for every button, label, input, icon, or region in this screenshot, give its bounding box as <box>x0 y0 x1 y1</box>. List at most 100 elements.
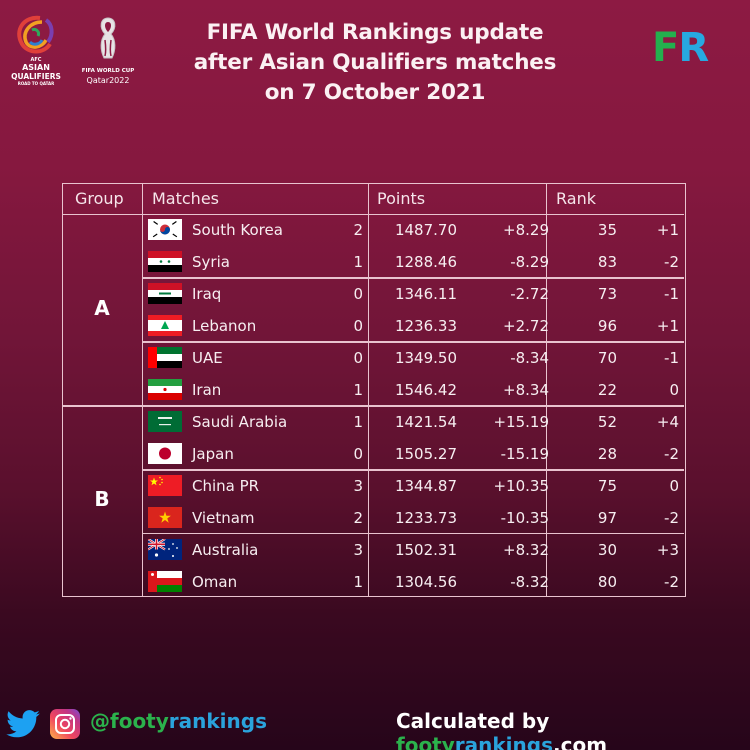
brand-letter-f: F <box>652 25 679 71</box>
column-divider <box>367 184 370 596</box>
flag-uae-icon <box>148 347 182 368</box>
rank-value: 80 <box>597 573 617 591</box>
points-change: -8.29 <box>510 253 549 271</box>
rank-value: 52 <box>597 413 617 431</box>
points-value: 1344.87 <box>394 477 457 495</box>
points-change: -15.19 <box>500 445 549 463</box>
afc-swirl-icon <box>17 15 54 54</box>
rank-change: 0 <box>669 477 679 495</box>
rank-change: 0 <box>669 381 679 399</box>
rank-value: 70 <box>597 349 617 367</box>
rank-value: 73 <box>597 285 617 303</box>
goals-scored: 3 <box>353 541 363 559</box>
rank-value: 22 <box>597 381 617 399</box>
table-row: Japan 0 1505.27 -15.19 28 -2 <box>63 438 687 470</box>
points-value: 1236.33 <box>394 317 457 335</box>
team-name: Lebanon <box>192 317 257 335</box>
goals-scored: 0 <box>353 285 363 303</box>
afc-logo-text: ROAD TO QATAR <box>17 81 55 86</box>
instagram-icon[interactable] <box>50 709 80 739</box>
title-line: FIFA World Rankings update <box>206 20 544 45</box>
goals-scored: 2 <box>353 221 363 239</box>
points-value: 1288.46 <box>394 253 457 271</box>
credit-prefix: Calculated by <box>396 709 550 733</box>
flag-iraq-icon <box>148 283 182 304</box>
points-change: -8.34 <box>510 349 549 367</box>
points-value: 1502.31 <box>394 541 457 559</box>
goals-scored: 1 <box>353 381 363 399</box>
rank-change: -2 <box>664 253 679 271</box>
rank-value: 75 <box>597 477 617 495</box>
title-line: on 7 October 2021 <box>264 80 486 105</box>
world-cup-emblem-icon <box>100 17 116 59</box>
points-change: +8.32 <box>503 541 549 559</box>
points-value: 1346.11 <box>394 285 457 303</box>
team-name: Syria <box>192 253 230 271</box>
points-change: -10.35 <box>500 509 549 527</box>
rank-value: 97 <box>597 509 617 527</box>
points-value: 1304.56 <box>394 573 457 591</box>
table-row: China PR 3 1344.87 +10.35 75 0 <box>63 470 687 502</box>
table-row: Syria 1 1288.46 -8.29 83 -2 <box>63 246 687 278</box>
flag-oman-icon <box>148 571 182 592</box>
rank-change: -1 <box>664 349 679 367</box>
column-divider <box>545 184 548 596</box>
flag-china-icon <box>148 475 182 496</box>
pair-divider <box>142 469 684 471</box>
rank-change: +4 <box>656 413 679 431</box>
points-value: 1349.50 <box>394 349 457 367</box>
goals-scored: 0 <box>353 317 363 335</box>
table-row: Iraq 0 1346.11 -2.72 73 -1 <box>63 278 687 310</box>
flag-japan-icon <box>148 443 182 464</box>
afc-logo-text: QUALIFIERS <box>11 72 61 81</box>
rank-change: -2 <box>664 509 679 527</box>
team-name: China PR <box>192 477 260 495</box>
group-divider <box>63 405 684 407</box>
points-change: +10.35 <box>493 477 549 495</box>
flag-iran-icon <box>148 379 182 400</box>
flag-saudi-arabia-icon <box>148 411 182 432</box>
table-row: UAE 0 1349.50 -8.34 70 -1 <box>63 342 687 374</box>
rank-value: 28 <box>597 445 617 463</box>
brand-letter-r: R <box>678 25 709 71</box>
rankings-table: Group Matches Points Rank A B South Kore… <box>62 183 686 597</box>
twitter-icon[interactable] <box>6 710 40 740</box>
goals-scored: 1 <box>353 413 363 431</box>
rank-value: 35 <box>597 221 617 239</box>
goals-scored: 0 <box>353 445 363 463</box>
handle-green-part: @footy <box>90 709 169 733</box>
points-value: 1505.27 <box>394 445 457 463</box>
table-row: Lebanon 0 1236.33 +2.72 96 +1 <box>63 310 687 342</box>
points-change: +15.19 <box>493 413 549 431</box>
table-row: Oman 1 1304.56 -8.32 80 -2 <box>63 566 687 598</box>
column-divider <box>141 184 144 596</box>
rank-value: 30 <box>597 541 617 559</box>
table-row: Iran 1 1546.42 +8.34 22 0 <box>63 374 687 406</box>
goals-scored: 0 <box>353 349 363 367</box>
team-name: Iraq <box>192 285 222 303</box>
column-header-matches: Matches <box>152 189 219 208</box>
world-cup-logo-text: FIFA WORLD CUP <box>81 68 135 74</box>
table-row: South Korea 2 1487.70 +8.29 35 +1 <box>63 214 687 246</box>
pair-divider <box>142 277 684 279</box>
credit-site-green: footy <box>396 733 455 750</box>
team-name: Australia <box>192 541 259 559</box>
table-row: Saudi Arabia 1 1421.54 +15.19 52 +4 <box>63 406 687 438</box>
rank-change: -2 <box>664 573 679 591</box>
goals-scored: 1 <box>353 573 363 591</box>
flag-australia-icon <box>148 539 182 560</box>
goals-scored: 2 <box>353 509 363 527</box>
group-label-b: B <box>94 487 110 511</box>
team-name: South Korea <box>192 221 283 239</box>
table-row: Vietnam 2 1233.73 -10.35 97 -2 <box>63 502 687 534</box>
team-name: UAE <box>192 349 223 367</box>
points-value: 1487.70 <box>394 221 457 239</box>
goals-scored: 1 <box>353 253 363 271</box>
fifa-world-cup-qatar-logo: FIFA WORLD CUP Qatar2022 <box>78 14 138 88</box>
column-header-rank: Rank <box>556 189 596 208</box>
team-name: Japan <box>192 445 234 463</box>
group-label-a: A <box>94 296 110 320</box>
rank-change: -2 <box>664 445 679 463</box>
goals-scored: 3 <box>353 477 363 495</box>
social-handle[interactable]: @footyrankings <box>90 709 267 739</box>
